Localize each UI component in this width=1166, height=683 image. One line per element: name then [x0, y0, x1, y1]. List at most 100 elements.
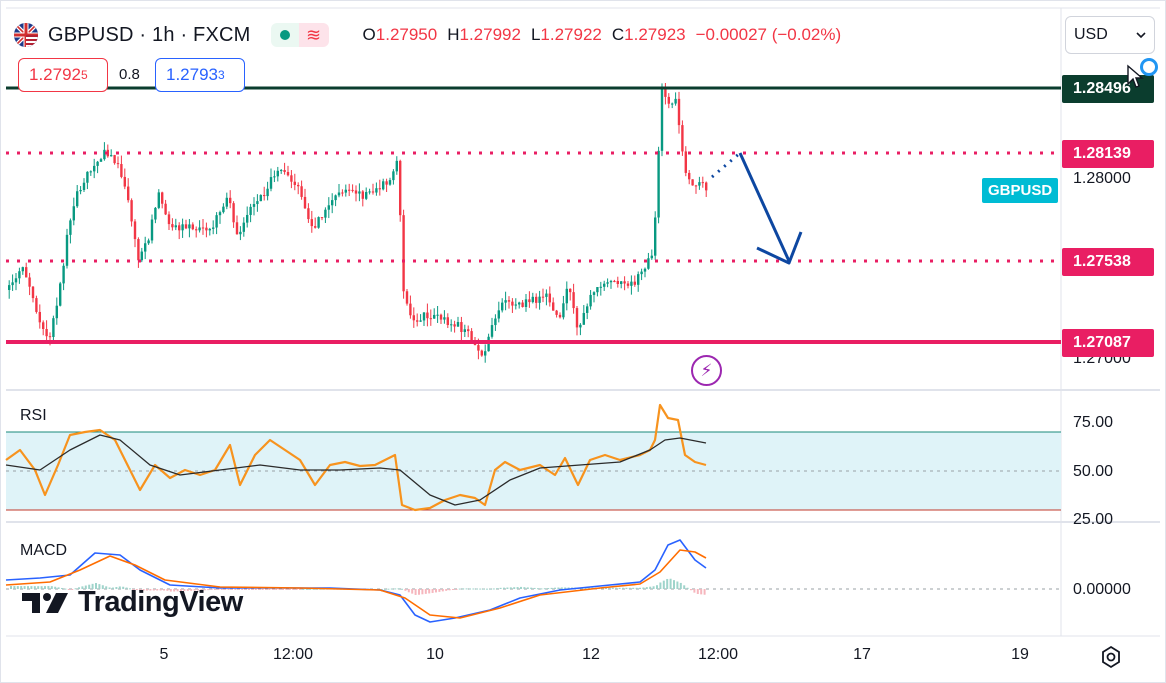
high-value: 1.27992	[459, 25, 521, 44]
macd-histogram-bar	[16, 586, 19, 589]
macd-histogram-bar	[700, 589, 703, 595]
macd-histogram-bar	[152, 589, 155, 591]
lightning-icon[interactable]: ⚡	[691, 355, 722, 386]
candle-body	[439, 314, 443, 320]
macd-histogram-bar	[95, 583, 97, 589]
candle-body	[113, 155, 116, 164]
macd-histogram-bar	[78, 587, 80, 589]
macd-histogram-bar	[81, 586, 84, 589]
macd-histogram-bar	[30, 586, 33, 589]
candle-body	[76, 191, 79, 207]
symbol-title[interactable]: GBPUSD · 1h · FXCM	[48, 23, 251, 46]
macd-title[interactable]: MACD	[20, 542, 68, 559]
candle-body	[198, 227, 201, 231]
rsi-tick-50: 50.00	[1073, 463, 1114, 480]
macd-line	[5, 539, 707, 623]
candle-body	[643, 268, 647, 272]
macd-histogram-bar	[224, 589, 227, 590]
macd-histogram-bar	[407, 589, 410, 593]
macd-histogram-bar	[20, 586, 23, 589]
candle-body	[460, 322, 463, 332]
candle-body	[181, 224, 184, 231]
macd-histogram-bar	[74, 588, 77, 590]
macd-histogram-bar	[424, 589, 427, 594]
candle-body	[626, 283, 630, 286]
tradingview-logo[interactable]: TradingView	[22, 586, 243, 619]
candle-body	[212, 227, 215, 229]
candle-body	[252, 204, 256, 207]
macd-histogram-bar	[469, 588, 471, 590]
drawing-handle-icon[interactable]	[1140, 58, 1158, 76]
macd-histogram-bar	[486, 588, 488, 590]
candle-body	[501, 302, 504, 311]
macd-histogram-bar	[122, 586, 125, 589]
macd-histogram-bar	[193, 589, 196, 591]
macd-histogram-bar	[288, 589, 291, 590]
candle-body	[562, 303, 565, 318]
candle-body	[133, 221, 137, 240]
change-value: −0.00027 (−0.02%)	[695, 25, 842, 44]
macd-histogram-bar	[159, 589, 162, 591]
rsi-title[interactable]: RSI	[20, 407, 47, 424]
macd-histogram-bar	[132, 589, 135, 590]
macd-histogram-bar	[37, 586, 40, 589]
candle-body	[548, 293, 551, 303]
macd-histogram-bar	[214, 589, 216, 590]
candle-body	[14, 278, 18, 283]
candle-body	[35, 298, 38, 312]
settings-icon[interactable]	[1098, 644, 1124, 670]
candle-body	[681, 125, 684, 152]
candle-body	[52, 318, 55, 337]
macd-histogram-bar	[465, 588, 468, 590]
market-status-pill[interactable]: ≋	[270, 23, 329, 47]
buy-button[interactable]: 1.2793 3	[155, 58, 245, 92]
candle-body	[103, 149, 106, 160]
time-label-19: 19	[1011, 646, 1029, 663]
candle-body	[701, 182, 704, 184]
macd-histogram-bar	[421, 589, 424, 595]
open-value: 1.27950	[375, 25, 438, 44]
macd-histogram-bar	[282, 589, 284, 590]
macd-histogram-bar	[299, 589, 301, 590]
candle-body	[694, 185, 698, 187]
candle-body	[640, 271, 643, 275]
macd-histogram-bar	[105, 586, 108, 589]
macd-histogram-bar	[217, 589, 220, 590]
projection-arrow-head	[756, 231, 803, 265]
macd-histogram-bar	[380, 588, 383, 590]
candle-body	[569, 288, 572, 293]
sell-button[interactable]: 1.2792 5	[18, 58, 108, 92]
candle-body	[688, 172, 691, 180]
candle-body	[470, 331, 473, 342]
macd-histogram-bar	[234, 589, 237, 590]
macd-histogram-bar	[254, 589, 257, 590]
candle-body	[86, 171, 89, 183]
currency-select[interactable]: USD	[1065, 16, 1155, 54]
candle-body	[365, 192, 368, 199]
candle-body	[620, 281, 623, 284]
macd-histogram-bar	[237, 589, 240, 590]
candle-body	[589, 294, 592, 307]
candle-body	[310, 219, 313, 227]
macd-histogram-bar	[248, 589, 250, 590]
macd-histogram-bar	[503, 587, 505, 589]
candle-body	[514, 304, 517, 306]
candle-body	[586, 306, 589, 313]
macd-histogram-bar	[418, 589, 420, 595]
candle-body	[327, 205, 330, 210]
macd-histogram-bar	[183, 589, 186, 592]
macd-histogram-bar	[588, 587, 590, 589]
macd-histogram-bar	[231, 589, 233, 590]
macd-histogram-bar	[227, 589, 230, 590]
candle-body	[606, 282, 609, 284]
macd-histogram-bar	[207, 589, 210, 591]
macd-histogram-bar	[554, 587, 556, 589]
candle-body	[314, 226, 317, 228]
macd-histogram-bar	[108, 587, 111, 589]
candle-body	[637, 274, 640, 285]
macd-histogram-bar	[669, 578, 672, 589]
candle-body	[150, 219, 154, 241]
candle-body	[263, 195, 266, 197]
candle-body	[504, 300, 507, 303]
